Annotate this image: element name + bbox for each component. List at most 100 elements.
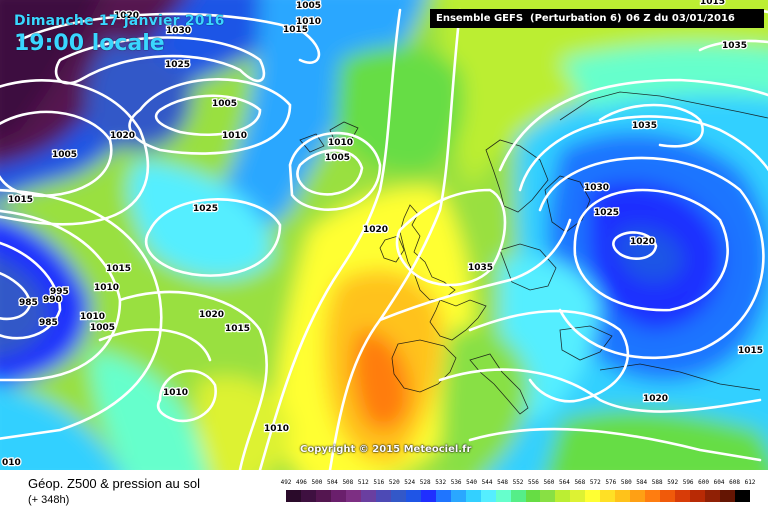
color-scale-value: 528 xyxy=(419,479,431,486)
color-scale-swatch xyxy=(360,490,376,502)
color-scale-value: 504 xyxy=(326,479,338,486)
isobar-label: 010 xyxy=(2,458,21,468)
color-scale-value: 592 xyxy=(667,479,679,486)
color-scale-swatch xyxy=(510,490,526,502)
forecast-lead-label: (+ 348h) xyxy=(28,494,70,506)
isobar-label: 1035 xyxy=(468,263,493,273)
color-scale-swatch xyxy=(375,490,391,502)
color-scale-value: 608 xyxy=(729,479,740,486)
isobar-label: 985 xyxy=(19,298,38,308)
isobar-label: 1005 xyxy=(52,150,77,160)
color-scale-value: 552 xyxy=(512,479,524,486)
color-scale-swatch xyxy=(345,490,361,502)
run-info-header: Ensemble GEFS (Perturbation 6) 06 Z du 0… xyxy=(430,9,764,28)
color-scale-value: 564 xyxy=(558,479,570,486)
color-scale-bar xyxy=(286,490,751,502)
valid-time-label: 19:00 locale xyxy=(14,31,165,56)
isobar-label: 1005 xyxy=(325,153,350,163)
isobar-label: 995 xyxy=(50,287,69,297)
color-scale-swatch xyxy=(675,490,691,502)
color-scale-swatch xyxy=(465,490,481,502)
isobar-label: 1015 xyxy=(106,264,131,274)
isobar-label: 1035 xyxy=(722,41,747,51)
isobar-label: 990 xyxy=(43,295,62,305)
isobar-label: 1010 xyxy=(94,283,119,293)
color-scale-value: 596 xyxy=(682,479,694,486)
color-scale-value: 544 xyxy=(481,479,493,486)
color-scale-value: 580 xyxy=(620,479,632,486)
color-scale-swatch xyxy=(570,490,586,502)
perturbation-label: (Perturbation 6) xyxy=(530,13,622,24)
color-scale-value: 612 xyxy=(744,479,756,486)
valid-date-label: Dimanche 17 janvier 2016 xyxy=(14,13,225,29)
isobar-label: 1020 xyxy=(643,394,668,404)
color-scale-value: 560 xyxy=(543,479,555,486)
isobar-label: 1010 xyxy=(222,131,247,141)
isobar-label: 1020 xyxy=(363,225,388,235)
isobar-label: 1015 xyxy=(283,25,308,35)
isobar-label: 1010 xyxy=(264,424,289,434)
color-scale-swatch xyxy=(480,490,496,502)
color-scale-swatch xyxy=(495,490,511,502)
model-name: Ensemble GEFS xyxy=(436,13,524,24)
color-scale-swatch xyxy=(615,490,631,502)
color-scale-value: 536 xyxy=(450,479,462,486)
color-scale-value: 604 xyxy=(713,479,725,486)
color-scale-swatch xyxy=(705,490,721,502)
color-scale-swatch xyxy=(525,490,541,502)
isobar-label: 1020 xyxy=(110,131,135,141)
color-scale-value: 588 xyxy=(651,479,663,486)
color-scale-value: 516 xyxy=(373,479,385,486)
color-scale-value: 496 xyxy=(296,479,307,486)
isobar-label: 1015 xyxy=(225,324,250,334)
isobar-label: 1025 xyxy=(594,208,619,218)
isobar-label: 1015 xyxy=(738,346,763,356)
color-scale-value: 568 xyxy=(574,479,586,486)
isobar-label: 1005 xyxy=(90,323,115,333)
color-scale-value: 572 xyxy=(589,479,601,486)
isobar-label: 1025 xyxy=(193,204,218,214)
color-scale-swatch xyxy=(540,490,556,502)
color-scale-swatch xyxy=(420,490,436,502)
color-scale-swatch xyxy=(735,490,751,502)
isobar-label: 1005 xyxy=(212,99,237,109)
color-scale-swatch xyxy=(405,490,421,502)
color-scale-swatch xyxy=(435,490,451,502)
weather-map: 1005102010301010101510251005101010201005… xyxy=(0,0,768,470)
isobar-label: 1015 xyxy=(700,0,725,7)
color-scale-value: 576 xyxy=(605,479,617,486)
color-scale-swatch xyxy=(330,490,346,502)
color-scale-swatch xyxy=(690,490,706,502)
color-scale-swatch xyxy=(286,490,301,502)
color-scale-swatch xyxy=(555,490,571,502)
isobar-label: 1025 xyxy=(165,60,190,70)
isobar-label: 1010 xyxy=(296,17,321,27)
isobar-label: 985 xyxy=(39,318,58,328)
color-scale-swatch xyxy=(390,490,406,502)
run-label: 06 Z du 03/01/2016 xyxy=(626,13,735,24)
color-scale-labels: 492 496 500 504 508 512 516 520 524 528 532 536 540 5… xyxy=(280,479,756,489)
legend-title: Géop. Z500 & pression au sol xyxy=(28,476,200,491)
color-scale-value: 556 xyxy=(528,479,539,486)
isobar-label: 1020 xyxy=(199,310,224,320)
color-scale-swatch xyxy=(660,490,676,502)
color-scale-value: 600 xyxy=(698,479,710,486)
color-scale-value: 500 xyxy=(311,479,323,486)
isobar-label: 1035 xyxy=(632,121,657,131)
color-scale-value: 548 xyxy=(497,479,508,486)
coastlines xyxy=(299,91,768,415)
color-scale-value: 492 xyxy=(280,479,292,486)
isobar-label: 1015 xyxy=(8,195,33,205)
isobar-label: 1010 xyxy=(163,388,188,398)
color-scale-value: 520 xyxy=(388,479,400,486)
isobar-labels: 1005102010301010101510251005101010201005… xyxy=(1,0,765,469)
color-scale-value: 524 xyxy=(404,479,416,486)
copyright-notice: Copyright © 2015 Meteociel.fr xyxy=(300,444,472,455)
isobar-label: 1030 xyxy=(584,183,609,193)
isobar-label: 1030 xyxy=(166,26,191,36)
color-scale-swatch xyxy=(585,490,601,502)
color-scale-swatch xyxy=(720,490,736,502)
color-scale-value: 512 xyxy=(357,479,369,486)
isobar-label: 1020 xyxy=(630,237,655,247)
legend-panel: Géop. Z500 & pression au sol (+ 348h) 49… xyxy=(0,470,768,512)
